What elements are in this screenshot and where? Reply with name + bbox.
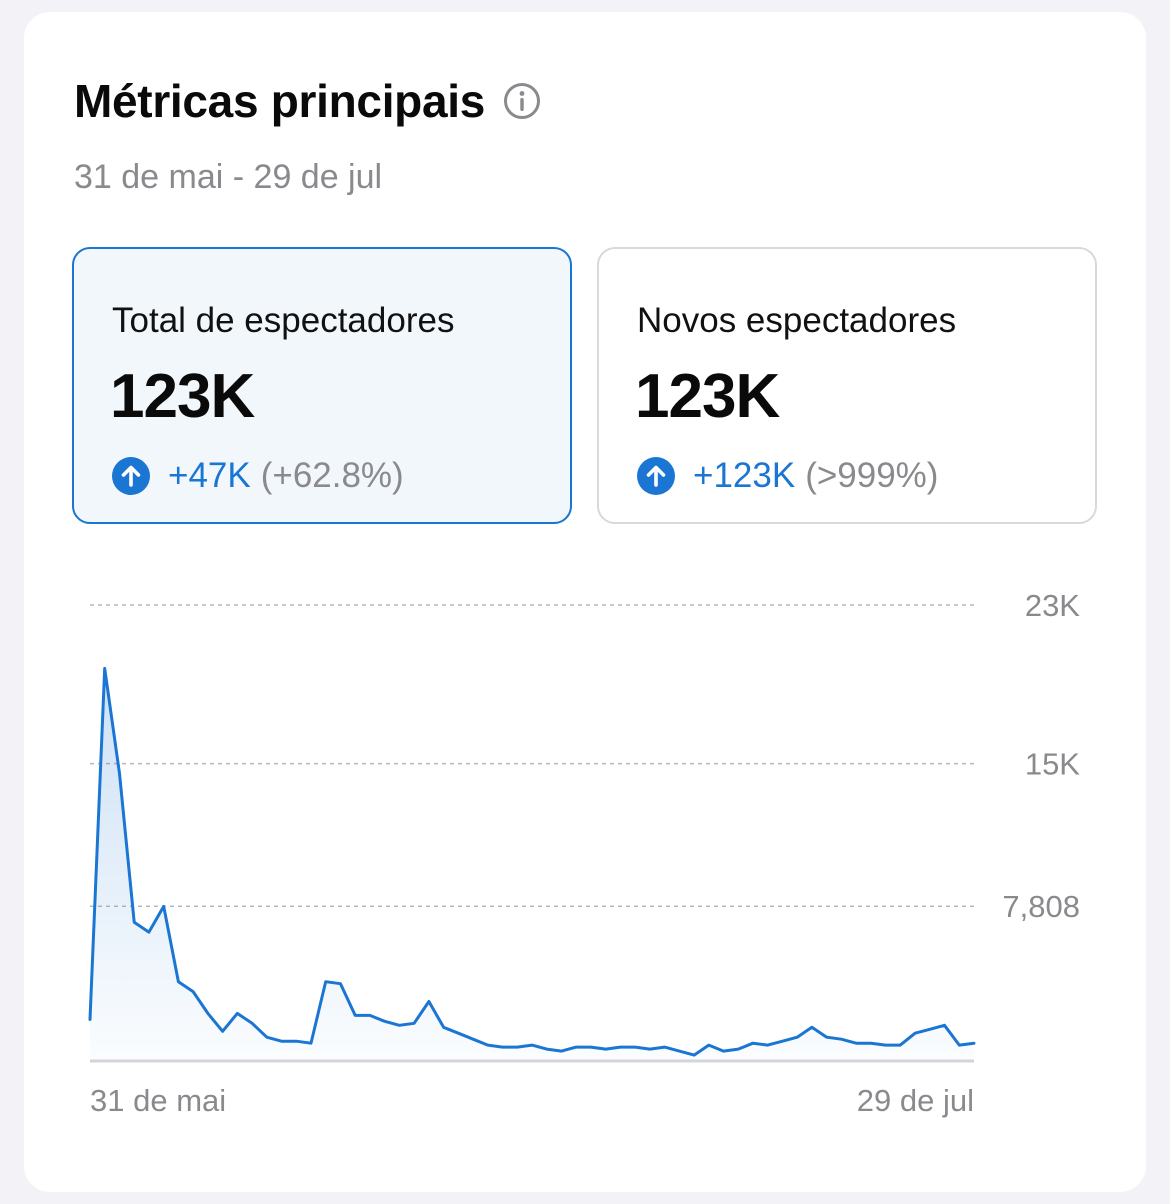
y-tick-label: 7,808 xyxy=(1002,889,1080,924)
x-axis-labels: 31 de mai 29 de jul xyxy=(90,1083,974,1118)
chart-gridlines xyxy=(90,604,974,907)
viewers-line-chart[interactable]: 23K 15K 7,808 31 de mai 29 de jul xyxy=(24,12,1146,1192)
delta-value: +47K xyxy=(168,456,251,495)
y-tick-label: 23K xyxy=(1025,588,1080,623)
y-axis-labels: 23K 15K 7,808 xyxy=(1002,588,1080,924)
x-tick-label: 31 de mai xyxy=(90,1083,226,1118)
arrow-up-circle-icon xyxy=(112,457,150,495)
metric-card-new-viewers[interactable]: Novos espectadores 123K +123K (>999%) xyxy=(597,247,1097,524)
date-range: 31 de mai - 29 de jul xyxy=(74,158,383,196)
delta-value: +123K xyxy=(693,456,796,495)
card-title: Métricas principais xyxy=(74,75,486,127)
y-tick-label: 15K xyxy=(1025,747,1080,782)
metric-card-total-viewers[interactable]: Total de espectadores 123K +47K (+62.8%) xyxy=(72,247,572,524)
arrow-up-circle-icon xyxy=(637,457,675,495)
x-tick-label: 29 de jul xyxy=(857,1083,974,1118)
title-row: Métricas principais xyxy=(74,74,541,128)
metric-label: Novos espectadores xyxy=(637,301,957,340)
metric-value: 123K xyxy=(635,362,780,431)
metric-value: 123K xyxy=(110,362,255,431)
series-area xyxy=(90,668,974,1061)
delta-row: +123K (>999%) xyxy=(637,456,938,496)
info-icon[interactable] xyxy=(503,82,541,120)
delta-row: +47K (+62.8%) xyxy=(112,456,404,496)
delta-percent: (>999%) xyxy=(805,456,939,495)
series-line xyxy=(88,666,976,1057)
metric-label: Total de espectadores xyxy=(112,301,455,340)
delta-percent: (+62.8%) xyxy=(260,456,404,495)
key-metrics-card: Métricas principais 31 de mai - 29 de ju… xyxy=(24,12,1146,1192)
